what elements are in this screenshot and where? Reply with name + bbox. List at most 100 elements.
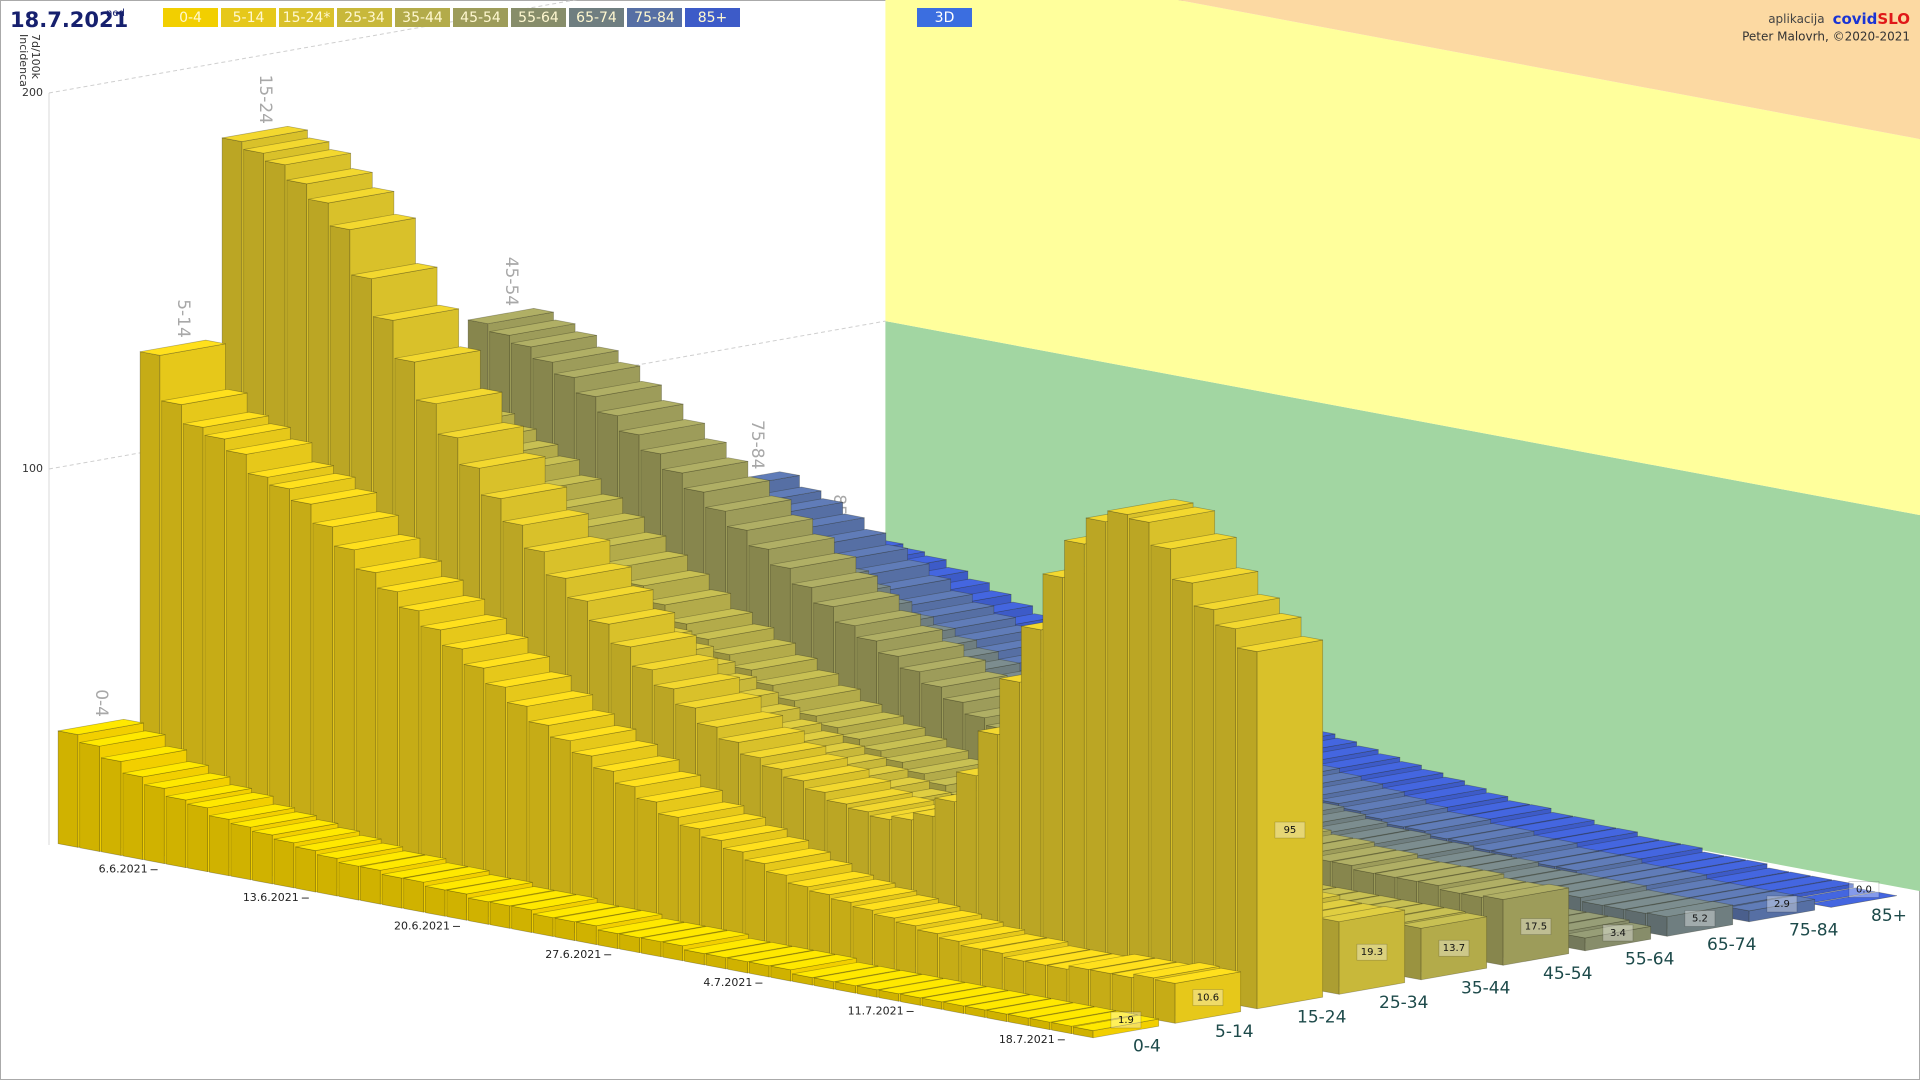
bar-face bbox=[1085, 517, 1107, 981]
bar-face bbox=[705, 941, 792, 959]
bar-face bbox=[960, 933, 1047, 950]
y-axis-label: Incidenca bbox=[17, 34, 30, 87]
y-axis-label: 7d/100k bbox=[29, 34, 42, 80]
bar-face bbox=[571, 740, 658, 757]
bar-face bbox=[420, 614, 507, 631]
bar-face bbox=[1003, 957, 1025, 996]
bar-face bbox=[165, 795, 187, 869]
bar-face bbox=[748, 950, 836, 967]
bar-face bbox=[632, 654, 719, 671]
legend-label[interactable]: 75-84 bbox=[634, 10, 675, 26]
bar-face bbox=[1331, 849, 1418, 866]
bar-face bbox=[1020, 625, 1042, 969]
legend-swatch[interactable] bbox=[511, 8, 566, 27]
bar-face bbox=[834, 610, 922, 627]
bar-face bbox=[856, 974, 944, 991]
x-tick-label: 11.7.2021 bbox=[848, 1004, 904, 1017]
bar-face bbox=[1582, 889, 1669, 906]
legend-label[interactable]: 65-74 bbox=[576, 10, 617, 26]
bar-face bbox=[1111, 973, 1133, 1016]
view-button-text[interactable]: 3D bbox=[935, 10, 955, 26]
row-label: 15-24 bbox=[255, 75, 275, 124]
bar bbox=[1810, 891, 1898, 908]
row-label: 0-4 bbox=[91, 689, 111, 717]
legend-swatch[interactable] bbox=[569, 8, 624, 27]
legend-swatch[interactable] bbox=[279, 8, 334, 27]
legend-swatch[interactable] bbox=[163, 8, 218, 27]
bar-face bbox=[696, 711, 784, 728]
legend-swatch[interactable] bbox=[395, 8, 450, 27]
x-tick-label: 27.6.2021 bbox=[545, 948, 601, 961]
bar-face bbox=[618, 419, 706, 436]
bar-face bbox=[766, 859, 853, 876]
bar-face bbox=[524, 536, 611, 553]
bar-face bbox=[653, 673, 740, 690]
bar-face bbox=[511, 905, 532, 933]
value-label-bg bbox=[1110, 1011, 1142, 1029]
legend-label[interactable]: 0-4 bbox=[179, 10, 202, 26]
bar-face bbox=[122, 761, 209, 778]
bar-face bbox=[1128, 518, 1150, 989]
legend-swatch[interactable] bbox=[221, 8, 276, 27]
bar-face bbox=[1469, 834, 1556, 851]
row-label: 45-54 bbox=[501, 257, 521, 306]
bar-face bbox=[334, 534, 421, 551]
bar-face bbox=[791, 571, 878, 588]
legend-swatch[interactable] bbox=[627, 8, 682, 27]
view-button[interactable] bbox=[917, 8, 972, 27]
bar-face bbox=[640, 926, 728, 943]
bar-face bbox=[943, 990, 1030, 1007]
legend-label[interactable]: 55-64 bbox=[518, 10, 559, 26]
bar-face bbox=[1404, 815, 1492, 832]
value-label-bg bbox=[1274, 821, 1306, 839]
x-tick-label: 13.6.2021 bbox=[243, 891, 299, 904]
legend-swatch[interactable] bbox=[337, 8, 392, 27]
legend-label[interactable]: 85+ bbox=[698, 10, 728, 26]
legend-swatch[interactable] bbox=[685, 8, 740, 27]
bar-face bbox=[545, 562, 632, 579]
brand-slo: SLO bbox=[1877, 10, 1910, 28]
bar-face bbox=[597, 917, 684, 934]
bar-face bbox=[744, 847, 831, 864]
bar-face bbox=[835, 970, 922, 987]
bar-face bbox=[467, 308, 554, 325]
bar-face bbox=[774, 684, 861, 702]
bar-face bbox=[420, 625, 442, 886]
value-label: 17.5 bbox=[1525, 922, 1547, 933]
bar-face bbox=[1556, 854, 1643, 871]
bar-face bbox=[394, 346, 481, 363]
bar-face bbox=[1072, 1014, 1160, 1031]
z-tick-label: 55-64 bbox=[1625, 950, 1674, 970]
legend-label[interactable]: 25-34 bbox=[344, 10, 385, 26]
z-tick-label: 75-84 bbox=[1789, 921, 1838, 941]
bar-face bbox=[662, 457, 749, 474]
bar-face bbox=[1064, 539, 1085, 977]
bar-face bbox=[726, 514, 814, 531]
author: Peter Malovrh, ©2020-2021 bbox=[1742, 30, 1910, 44]
legend-swatch[interactable] bbox=[453, 8, 508, 27]
legend-label[interactable]: 5-14 bbox=[233, 10, 265, 26]
legend-label[interactable]: 35-44 bbox=[402, 10, 443, 26]
bar-face bbox=[792, 961, 879, 978]
bar-face bbox=[489, 319, 576, 336]
bar bbox=[1154, 967, 1242, 1024]
legend-label[interactable]: 45-54 bbox=[460, 10, 501, 26]
bar-face bbox=[619, 922, 706, 939]
bar-face bbox=[852, 906, 874, 967]
bar-face bbox=[468, 897, 489, 925]
bar-face bbox=[264, 149, 352, 166]
bar-face bbox=[1448, 827, 1535, 844]
bar-face bbox=[187, 792, 274, 809]
z-tick-label: 85+ bbox=[1871, 906, 1907, 926]
legend-label[interactable]: 15-24* bbox=[283, 10, 331, 26]
bar-face bbox=[446, 878, 533, 895]
bar-face bbox=[839, 723, 926, 740]
bar-face bbox=[468, 886, 555, 903]
value-label: 10.6 bbox=[1197, 993, 1219, 1004]
bar-face bbox=[355, 556, 442, 573]
bar-face bbox=[403, 866, 490, 883]
bar-face bbox=[1236, 647, 1258, 1010]
bar-face bbox=[770, 954, 857, 971]
bar-face bbox=[550, 736, 571, 911]
